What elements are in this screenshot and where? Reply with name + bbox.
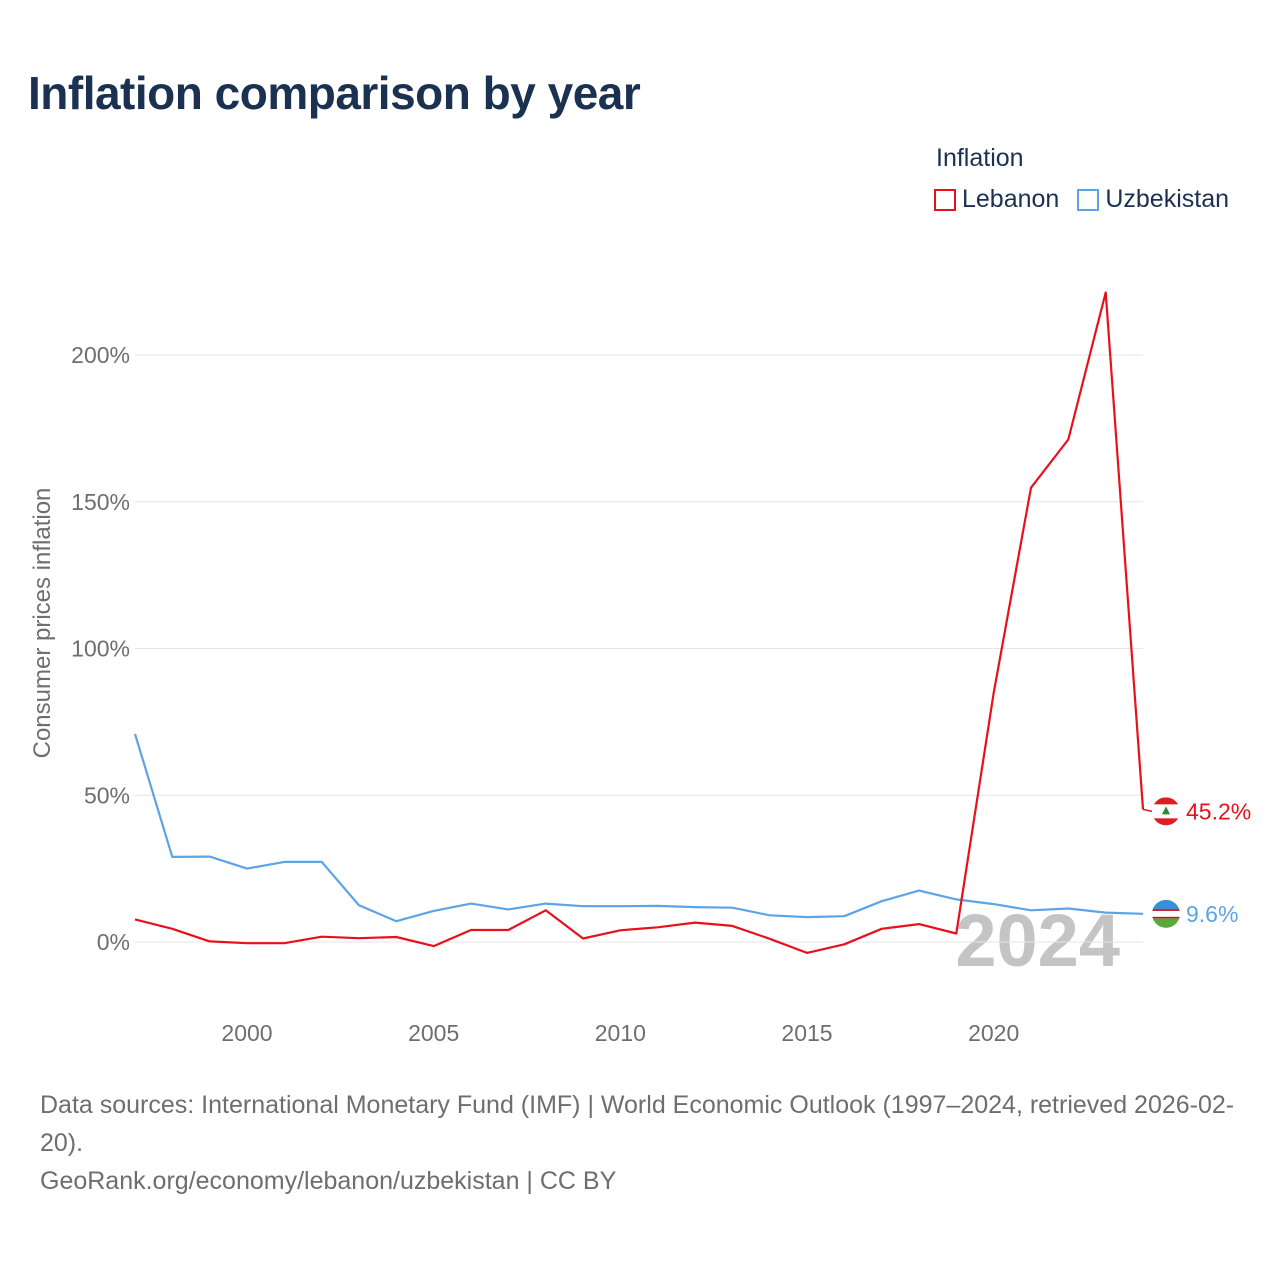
credit-link[interactable]: GeoRank.org/economy/lebanon/uzbekistan |… bbox=[40, 1167, 617, 1195]
y-tick-label: 0% bbox=[97, 929, 130, 955]
legend-item-lebanon[interactable]: Lebanon bbox=[934, 185, 1059, 214]
y-tick-label: 100% bbox=[71, 636, 130, 662]
leader-line-lebanon bbox=[1142, 808, 1153, 813]
lebanon-flag-icon bbox=[1152, 797, 1180, 826]
flag-red-line-bottom bbox=[1152, 916, 1180, 919]
flag-stripes bbox=[1152, 797, 1180, 826]
legend: Lebanon Uzbekistan bbox=[934, 185, 1229, 214]
x-tick-label: 2010 bbox=[595, 1020, 646, 1046]
y-tick-label: 150% bbox=[71, 489, 130, 515]
footer: Data sources: International Monetary Fun… bbox=[40, 1086, 1250, 1200]
series-line-uzbekistan[interactable] bbox=[133, 733, 1144, 923]
flag-stripes bbox=[1152, 899, 1180, 928]
series-line-lebanon[interactable] bbox=[134, 291, 1145, 955]
x-tick-label: 2000 bbox=[221, 1020, 272, 1046]
legend-swatch-lebanon bbox=[934, 188, 956, 211]
legend-swatch-uzbekistan bbox=[1077, 188, 1100, 211]
data-sources-note: Data sources: International Monetary Fun… bbox=[40, 1091, 1235, 1157]
y-tick-label: 200% bbox=[71, 342, 130, 368]
uzbekistan-flag-icon bbox=[1152, 899, 1180, 928]
watermark-year: 2024 bbox=[955, 899, 1120, 982]
legend-title: Inflation bbox=[936, 144, 1024, 172]
flag-red-band-top bbox=[1152, 797, 1180, 805]
y-tick-label: 50% bbox=[84, 782, 130, 808]
x-tick-label: 2020 bbox=[968, 1020, 1019, 1046]
inflation-chart: Consumer prices inflation 2024 0% 50% 100%… bbox=[29, 291, 1251, 1046]
flag-green-band bbox=[1152, 918, 1180, 928]
cedar-icon bbox=[1162, 806, 1170, 815]
legend-label-uzbekistan: Uzbekistan bbox=[1105, 185, 1229, 213]
end-label-uzbekistan: 9.6% bbox=[1186, 901, 1238, 927]
y-axis-label: Consumer prices inflation bbox=[29, 488, 56, 759]
flag-white-band bbox=[1152, 909, 1180, 918]
page-title: Inflation comparison by year bbox=[28, 67, 641, 119]
x-tick-label: 2005 bbox=[408, 1020, 459, 1046]
end-label-lebanon: 45.2% bbox=[1186, 798, 1251, 824]
flag-blue-band bbox=[1152, 899, 1180, 910]
flag-red-band-bottom bbox=[1152, 818, 1180, 826]
legend-label-lebanon: Lebanon bbox=[962, 185, 1060, 213]
flag-red-line-top bbox=[1152, 909, 1180, 911]
legend-item-uzbekistan[interactable]: Uzbekistan bbox=[1077, 185, 1229, 214]
x-tick-label: 2015 bbox=[781, 1020, 832, 1046]
